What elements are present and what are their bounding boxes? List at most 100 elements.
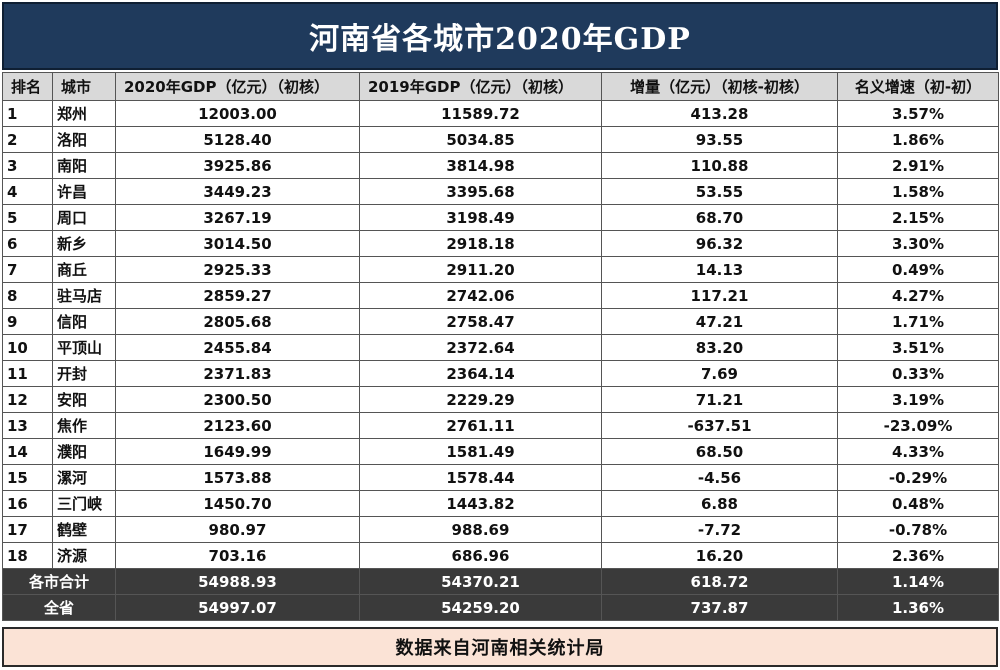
header-growth: 名义增速（初-初） (837, 72, 999, 101)
summary-gdp-2020: 54997.07 (115, 594, 360, 621)
increase-cell: 413.28 (601, 100, 838, 127)
growth-cell: 3.19% (837, 386, 999, 413)
summary-label: 全省 (2, 594, 116, 621)
table-row: 9 信阳 2805.68 2758.47 47.21 1.71% (2, 308, 999, 335)
header-gdp-2019: 2019年GDP（亿元）（初核） (359, 72, 602, 101)
increase-cell: 117.21 (601, 282, 838, 309)
rank-cell: 11 (2, 360, 53, 387)
city-cell: 济源 (52, 542, 116, 569)
table-row: 6 新乡 3014.50 2918.18 96.32 3.30% (2, 230, 999, 257)
summary-row: 全省 54997.07 54259.20 737.87 1.36% (2, 594, 999, 621)
growth-cell: 1.71% (837, 308, 999, 335)
rank-cell: 8 (2, 282, 53, 309)
growth-cell: -0.29% (837, 464, 999, 491)
gdp-2019-cell: 2364.14 (359, 360, 602, 387)
increase-cell: 14.13 (601, 256, 838, 283)
gdp-2020-cell: 2805.68 (115, 308, 360, 335)
table-row: 12 安阳 2300.50 2229.29 71.21 3.19% (2, 386, 999, 413)
increase-cell: 71.21 (601, 386, 838, 413)
table-row: 17 鹤壁 980.97 988.69 -7.72 -0.78% (2, 516, 999, 543)
table-row: 15 漯河 1573.88 1578.44 -4.56 -0.29% (2, 464, 999, 491)
city-cell: 三门峡 (52, 490, 116, 517)
rank-cell: 9 (2, 308, 53, 335)
city-cell: 洛阳 (52, 126, 116, 153)
gdp-2019-cell: 2229.29 (359, 386, 602, 413)
gdp-2019-cell: 2372.64 (359, 334, 602, 361)
increase-cell: 16.20 (601, 542, 838, 569)
gdp-2020-cell: 2371.83 (115, 360, 360, 387)
city-cell: 许昌 (52, 178, 116, 205)
summary-gdp-2020: 54988.93 (115, 568, 360, 595)
gdp-2020-cell: 2123.60 (115, 412, 360, 439)
rank-cell: 17 (2, 516, 53, 543)
table-row: 18 济源 703.16 686.96 16.20 2.36% (2, 542, 999, 569)
city-cell: 周口 (52, 204, 116, 231)
city-cell: 漯河 (52, 464, 116, 491)
title-bar: 河南省各城市2020年GDP (2, 2, 998, 70)
table-row: 10 平顶山 2455.84 2372.64 83.20 3.51% (2, 334, 999, 361)
city-cell: 焦作 (52, 412, 116, 439)
table-row: 13 焦作 2123.60 2761.11 -637.51 -23.09% (2, 412, 999, 439)
summary-growth: 1.36% (837, 594, 999, 621)
gdp-2019-cell: 1443.82 (359, 490, 602, 517)
table-row: 16 三门峡 1450.70 1443.82 6.88 0.48% (2, 490, 999, 517)
gdp-2019-cell: 2742.06 (359, 282, 602, 309)
increase-cell: 47.21 (601, 308, 838, 335)
growth-cell: 1.86% (837, 126, 999, 153)
rank-cell: 18 (2, 542, 53, 569)
rank-cell: 1 (2, 100, 53, 127)
summary-label: 各市合计 (2, 568, 116, 595)
table-row: 3 南阳 3925.86 3814.98 110.88 2.91% (2, 152, 999, 179)
gdp-2020-cell: 1573.88 (115, 464, 360, 491)
source-footer: 数据来自河南相关统计局 (2, 627, 998, 667)
gdp-2019-cell: 3198.49 (359, 204, 602, 231)
gdp-table: 排名 城市 2020年GDP（亿元）（初核） 2019年GDP（亿元）（初核） … (2, 72, 999, 621)
header-city: 城市 (52, 72, 116, 101)
growth-cell: 4.27% (837, 282, 999, 309)
table-row: 14 濮阳 1649.99 1581.49 68.50 4.33% (2, 438, 999, 465)
growth-cell: 1.58% (837, 178, 999, 205)
city-cell: 开封 (52, 360, 116, 387)
growth-cell: 3.30% (837, 230, 999, 257)
increase-cell: -7.72 (601, 516, 838, 543)
increase-cell: 68.70 (601, 204, 838, 231)
rank-cell: 2 (2, 126, 53, 153)
table-row: 7 商丘 2925.33 2911.20 14.13 0.49% (2, 256, 999, 283)
increase-cell: 96.32 (601, 230, 838, 257)
gdp-2020-cell: 12003.00 (115, 100, 360, 127)
header-increase: 增量（亿元）（初核-初核） (601, 72, 838, 101)
summary-gdp-2019: 54259.20 (359, 594, 602, 621)
growth-cell: 0.49% (837, 256, 999, 283)
gdp-2019-cell: 2918.18 (359, 230, 602, 257)
gdp-2019-cell: 2758.47 (359, 308, 602, 335)
gdp-2020-cell: 2455.84 (115, 334, 360, 361)
gdp-2020-cell: 3449.23 (115, 178, 360, 205)
city-cell: 商丘 (52, 256, 116, 283)
table-row: 11 开封 2371.83 2364.14 7.69 0.33% (2, 360, 999, 387)
page-title: 河南省各城市2020年GDP (309, 22, 691, 57)
gdp-2020-cell: 3267.19 (115, 204, 360, 231)
city-cell: 安阳 (52, 386, 116, 413)
growth-cell: 2.91% (837, 152, 999, 179)
rank-cell: 14 (2, 438, 53, 465)
increase-cell: -637.51 (601, 412, 838, 439)
source-note: 数据来自河南相关统计局 (395, 638, 605, 659)
rank-cell: 5 (2, 204, 53, 231)
increase-cell: 68.50 (601, 438, 838, 465)
rank-cell: 4 (2, 178, 53, 205)
rank-cell: 6 (2, 230, 53, 257)
increase-cell: 110.88 (601, 152, 838, 179)
city-cell: 南阳 (52, 152, 116, 179)
gdp-2020-cell: 5128.40 (115, 126, 360, 153)
growth-cell: 3.57% (837, 100, 999, 127)
summary-increase: 737.87 (601, 594, 838, 621)
gdp-2019-cell: 2911.20 (359, 256, 602, 283)
city-cell: 新乡 (52, 230, 116, 257)
gdp-2019-cell: 686.96 (359, 542, 602, 569)
gdp-2020-cell: 703.16 (115, 542, 360, 569)
increase-cell: 83.20 (601, 334, 838, 361)
increase-cell: 6.88 (601, 490, 838, 517)
gdp-2020-cell: 1649.99 (115, 438, 360, 465)
growth-cell: -23.09% (837, 412, 999, 439)
gdp-2020-cell: 1450.70 (115, 490, 360, 517)
